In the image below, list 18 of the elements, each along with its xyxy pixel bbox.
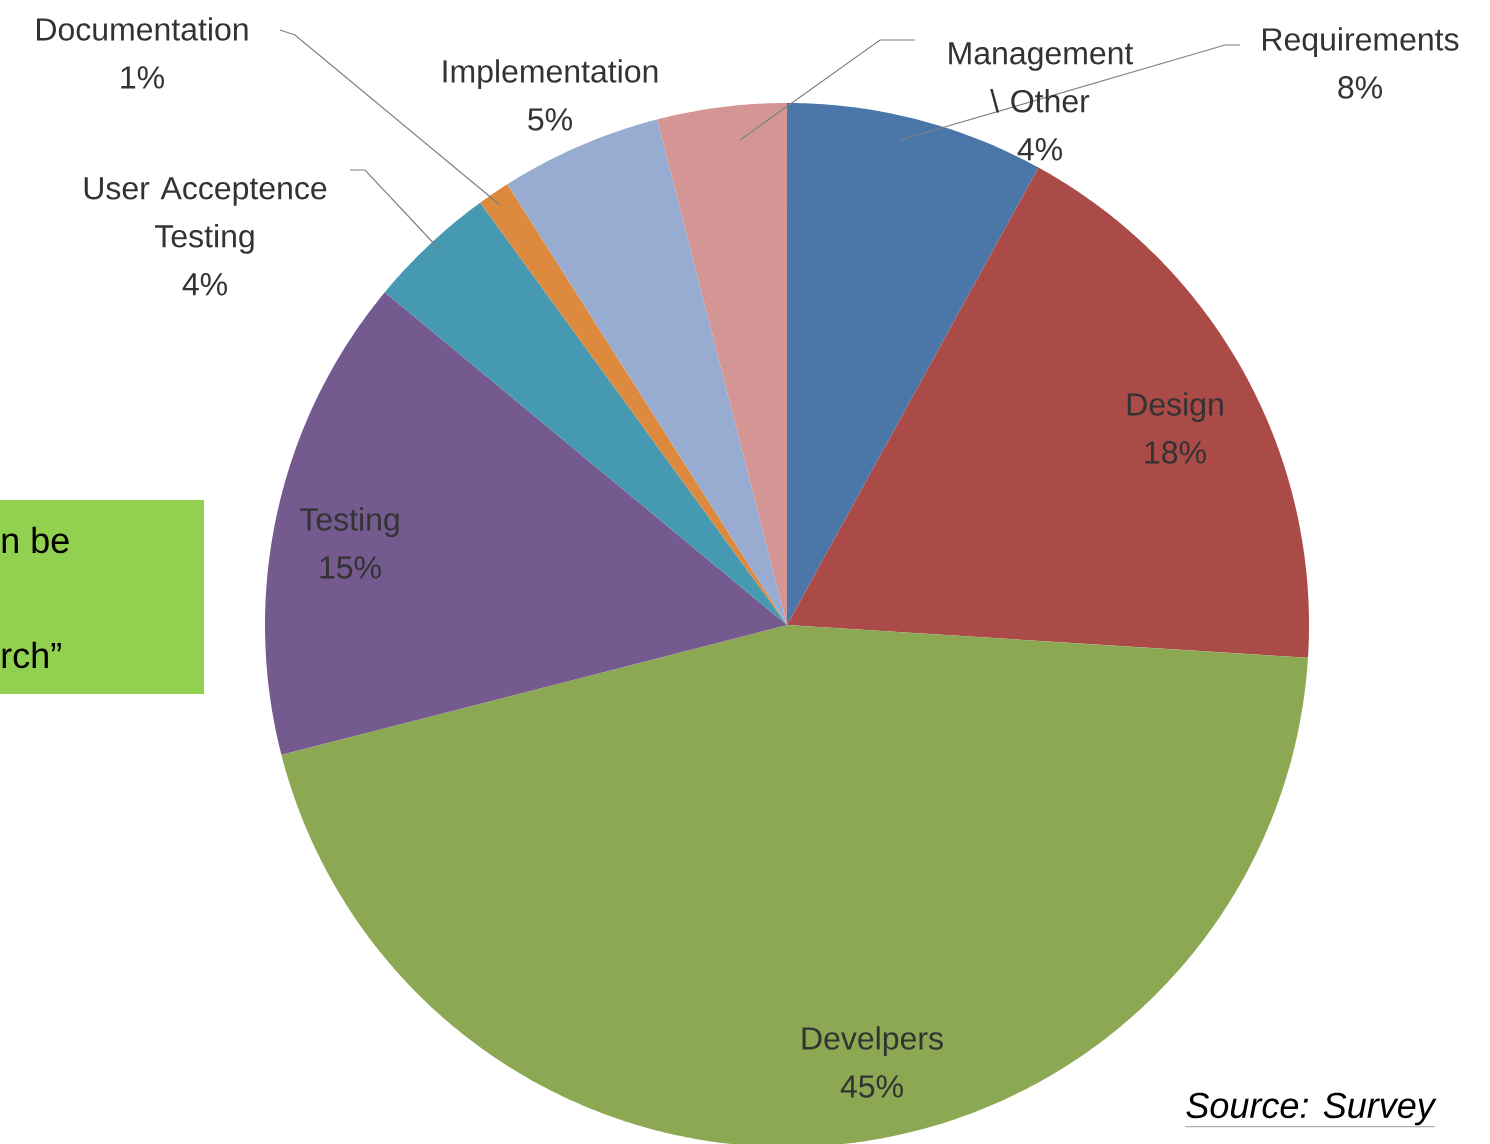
data-label: 8% xyxy=(1338,76,1382,99)
slice-label: Documentation xyxy=(37,17,248,41)
source-note: Source: Survey xyxy=(1186,1092,1437,1126)
slice-label: Develpers xyxy=(802,1026,943,1057)
data-label: 18% xyxy=(1145,441,1206,464)
text: rch” xyxy=(2,641,61,669)
slice-label: User Acceptence Testing xyxy=(84,177,327,254)
text: n be xyxy=(2,526,69,554)
slice-label: Requirements xyxy=(1263,27,1459,58)
data-label: 1% xyxy=(121,66,164,89)
slice-label: Design xyxy=(1127,392,1223,423)
data-label: 5% xyxy=(528,108,572,131)
data-label: 4% xyxy=(182,273,227,296)
slice-label: Implementation xyxy=(443,59,658,90)
data-label: 4% xyxy=(1017,138,1062,161)
data-label: 45% xyxy=(840,1075,903,1098)
slice-label: Testing xyxy=(300,507,399,538)
data-label: 15% xyxy=(320,556,381,579)
